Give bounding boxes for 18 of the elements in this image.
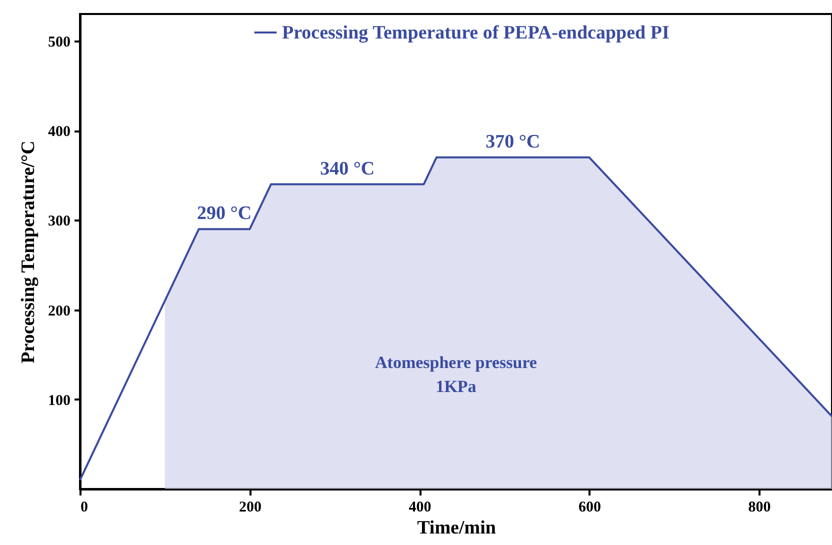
y-tick-label: 200 (48, 303, 70, 320)
annotation: 1KPa (436, 377, 477, 396)
x-axis-title: Time/min (417, 518, 496, 538)
annotation: 370 °C (486, 131, 540, 152)
x-tick-label: 400 (408, 500, 432, 516)
y-tick-label: 100 (48, 392, 70, 409)
x-tick-label: 800 (748, 500, 771, 516)
y-axis-title: Processing Temperature/°C (18, 140, 39, 364)
legend-label: Processing Temperature of PEPA-endcapped PI (282, 22, 670, 44)
x-tick-label: 600 (578, 500, 602, 516)
y-tick-label: 300 (48, 214, 70, 230)
y-tick-label: 400 (48, 124, 70, 140)
annotation: Atomesphere pressure (375, 353, 538, 372)
y-tick-label: 500 (48, 34, 70, 50)
x-tick-label: 0 (80, 500, 88, 516)
annotation: 290 °C (197, 203, 252, 224)
annotation: 340 °C (320, 158, 375, 180)
x-tick-label: 200 (239, 500, 262, 516)
